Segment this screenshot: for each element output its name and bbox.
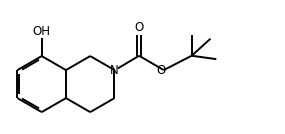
Text: O: O [156, 64, 166, 77]
Text: OH: OH [33, 25, 51, 38]
Text: O: O [135, 21, 144, 34]
Text: N: N [110, 64, 119, 77]
